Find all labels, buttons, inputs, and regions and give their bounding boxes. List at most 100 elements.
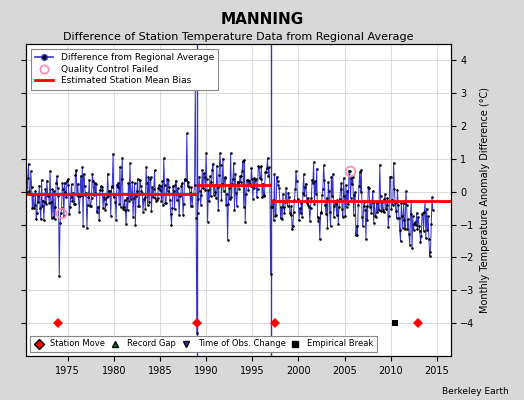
Point xyxy=(73,180,82,187)
Point xyxy=(321,202,330,209)
Point xyxy=(175,212,183,219)
Point xyxy=(114,184,122,191)
Point xyxy=(177,182,185,189)
Point xyxy=(236,173,244,180)
Point xyxy=(119,204,128,210)
Point xyxy=(346,194,355,201)
Point xyxy=(310,159,318,165)
Point xyxy=(330,202,339,209)
Point xyxy=(142,164,150,170)
Point xyxy=(28,205,37,212)
Point xyxy=(239,158,247,164)
Point xyxy=(113,182,121,188)
Point xyxy=(298,214,307,220)
Point xyxy=(68,198,77,205)
Point xyxy=(384,224,392,230)
Point xyxy=(203,218,212,225)
Point xyxy=(327,174,335,180)
Point xyxy=(35,182,43,189)
Point xyxy=(247,165,256,171)
Point xyxy=(92,181,100,188)
Point xyxy=(110,194,118,200)
Point xyxy=(346,168,354,174)
Point xyxy=(231,207,239,213)
Point xyxy=(315,236,324,243)
Point xyxy=(223,190,231,197)
Point xyxy=(85,176,93,183)
Point xyxy=(184,178,192,185)
Point xyxy=(27,168,35,174)
Point xyxy=(154,185,162,192)
Point xyxy=(162,176,171,182)
Point xyxy=(192,215,200,221)
Point xyxy=(399,200,408,206)
Point xyxy=(53,173,61,180)
Point xyxy=(389,159,398,166)
Point xyxy=(220,175,228,181)
Point xyxy=(185,184,193,191)
Point xyxy=(189,191,197,197)
Point xyxy=(69,190,77,196)
Point xyxy=(22,184,30,190)
Point xyxy=(387,206,396,212)
Point xyxy=(208,167,216,173)
Point xyxy=(289,208,298,215)
Point xyxy=(356,168,364,175)
Point xyxy=(47,215,56,222)
Point xyxy=(412,210,421,216)
Point xyxy=(427,249,435,255)
Point xyxy=(137,183,145,189)
Point xyxy=(157,198,166,204)
Point xyxy=(200,174,209,180)
Point xyxy=(81,192,90,198)
Point xyxy=(416,239,424,246)
Point xyxy=(407,198,416,204)
Point xyxy=(126,196,135,202)
Point xyxy=(304,202,312,208)
Point xyxy=(118,155,126,161)
Point xyxy=(404,216,412,222)
Point xyxy=(48,186,57,192)
Point xyxy=(320,177,329,183)
Point xyxy=(111,191,119,197)
Point xyxy=(315,215,323,221)
Point xyxy=(209,160,217,167)
Point xyxy=(300,171,308,178)
Point xyxy=(264,155,272,161)
Point xyxy=(246,183,255,189)
Point xyxy=(332,201,340,208)
Point xyxy=(289,223,297,229)
Point xyxy=(195,188,204,194)
Point xyxy=(241,218,249,225)
Point xyxy=(50,188,58,194)
Point xyxy=(88,194,96,201)
Point xyxy=(311,178,320,184)
Point xyxy=(72,167,80,174)
Point xyxy=(279,190,287,197)
Point xyxy=(307,194,315,201)
Point xyxy=(253,194,261,200)
Point xyxy=(135,202,144,209)
Point xyxy=(101,196,109,203)
Point xyxy=(139,208,147,215)
Point xyxy=(428,194,436,200)
Point xyxy=(281,198,289,205)
Point xyxy=(203,176,211,182)
Point xyxy=(325,209,334,215)
Point xyxy=(219,156,227,162)
Point xyxy=(262,169,270,176)
Point xyxy=(133,187,141,194)
Point xyxy=(220,188,228,194)
Point xyxy=(214,207,223,214)
Point xyxy=(174,190,182,197)
Point xyxy=(323,224,332,231)
Point xyxy=(130,180,139,186)
Point xyxy=(419,228,428,234)
Point xyxy=(204,187,213,193)
Point xyxy=(333,212,341,218)
Point xyxy=(167,211,175,217)
Point xyxy=(278,216,286,222)
Point xyxy=(380,196,389,202)
Point xyxy=(282,184,290,191)
Point xyxy=(51,204,60,210)
